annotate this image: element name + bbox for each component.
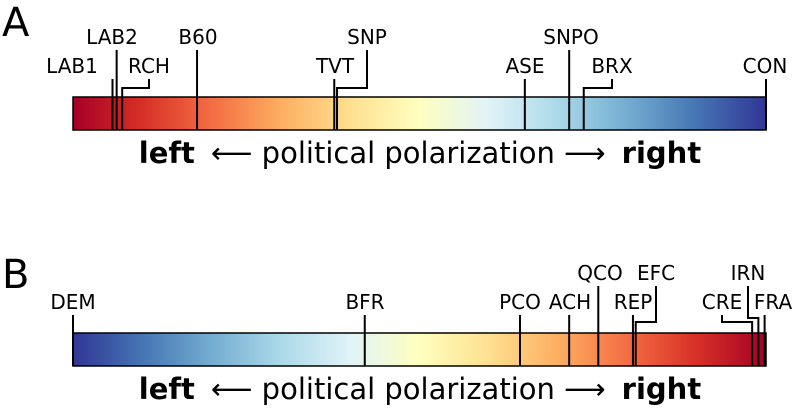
panel-a-marker-b60: B60 (178, 25, 218, 130)
panel-b-markers: DEM BFR PCO ACH QCO REP EFC CRE IRN FRA (50, 261, 792, 366)
panel-a-marker-label-con: CON (743, 54, 788, 78)
panel-a-marker-label-lab2: LAB2 (86, 25, 138, 49)
panel-b-marker-qco: QCO (577, 261, 623, 366)
panel-b-marker-efc: EFC (634, 261, 675, 366)
panel-a-marker-lab1: LAB1 (46, 54, 114, 130)
panel-b-letter: B (2, 252, 29, 298)
panel-b-marker-label-rep: REP (614, 290, 653, 314)
panel-b-caption-right: right (622, 372, 702, 406)
panel-b-marker-line-cre (721, 315, 754, 366)
panel-a-colorbar (73, 97, 766, 130)
panel-a-marker-label-b60: B60 (178, 25, 217, 49)
panel-a-marker-label-lab1: LAB1 (46, 54, 98, 78)
panel-a-axis-caption: left ⟵ political polarization ⟶ right (139, 136, 702, 170)
panel-b-colorbar-border (72, 332, 767, 367)
panel-b-marker-line-efc (634, 286, 657, 366)
panel-b-marker-label-qco: QCO (577, 261, 622, 285)
panel-a-marker-label-rch: RCH (128, 54, 170, 78)
panel-a-marker-ase: ASE (505, 54, 545, 130)
panel-b-marker-line-irn (747, 286, 760, 366)
panel-a-colorbar-border (72, 96, 767, 131)
panel-a-caption-middle: ⟵ political polarization ⟶ (211, 136, 606, 170)
panel-b-marker-label-fra: FRA (754, 290, 793, 314)
panel-b-marker-cre: CRE (702, 290, 754, 366)
panel-a-letter: A (2, 0, 30, 46)
panel-a-marker-line-snp (336, 50, 368, 130)
panel-a-marker-label-snpo: SNPO (543, 25, 598, 49)
panel-b-marker-label-efc: EFC (637, 261, 675, 285)
panel-b-marker-label-pco: PCO (499, 290, 541, 314)
panel-b-marker-bfr: BFR (345, 290, 385, 366)
panel-a-marker-brx: BRX (582, 54, 633, 130)
panel-b-caption-left: left (139, 372, 195, 406)
panel-a-marker-lab2: LAB2 (86, 25, 138, 130)
panel-a-marker-rch: RCH (121, 54, 170, 130)
panel-a-marker-label-brx: BRX (591, 54, 633, 78)
panel-a: A LAB1 LAB2 RCH B60 TVT SNP ASE SNPO BRX CON left… (2, 0, 787, 170)
panel-b-marker-pco: PCO (499, 290, 541, 366)
panel-a-marker-line-brx (582, 79, 613, 130)
panel-a-marker-label-ase: ASE (505, 54, 544, 78)
panel-a-markers: LAB1 LAB2 RCH B60 TVT SNP ASE SNPO BRX CON (46, 25, 787, 130)
panel-b-marker-label-irn: IRN (731, 261, 766, 285)
panel-b-marker-irn: IRN (731, 261, 766, 366)
panel-b-axis-caption: left ⟵ political polarization ⟶ right (139, 372, 702, 406)
panel-b-marker-label-cre: CRE (702, 290, 743, 314)
panel-a-caption-left: left (139, 136, 195, 170)
panel-a-caption-right: right (622, 136, 702, 170)
panel-b-marker-rep: REP (614, 290, 653, 366)
panel-a-marker-label-tvt: TVT (315, 54, 355, 78)
panel-b-marker-ach: ACH (549, 290, 591, 366)
panel-a-marker-tvt: TVT (315, 54, 355, 130)
panel-b-colorbar (73, 333, 766, 366)
panel-a-marker-line-rch (121, 79, 150, 130)
panel-a-marker-snp: SNP (336, 25, 387, 130)
panel-b-marker-label-bfr: BFR (345, 290, 384, 314)
panel-b-marker-label-ach: ACH (549, 290, 591, 314)
panel-b-marker-fra: FRA (754, 290, 793, 366)
panel-b: B DEM BFR PCO ACH QCO REP EFC CRE IRN FRA left ⟵ p… (2, 252, 792, 406)
panel-a-marker-snpo: SNPO (543, 25, 599, 130)
panel-b-caption-middle: ⟵ political polarization ⟶ (211, 372, 606, 406)
panel-b-marker-label-dem: DEM (50, 290, 95, 314)
panel-a-marker-label-snp: SNP (347, 25, 387, 49)
